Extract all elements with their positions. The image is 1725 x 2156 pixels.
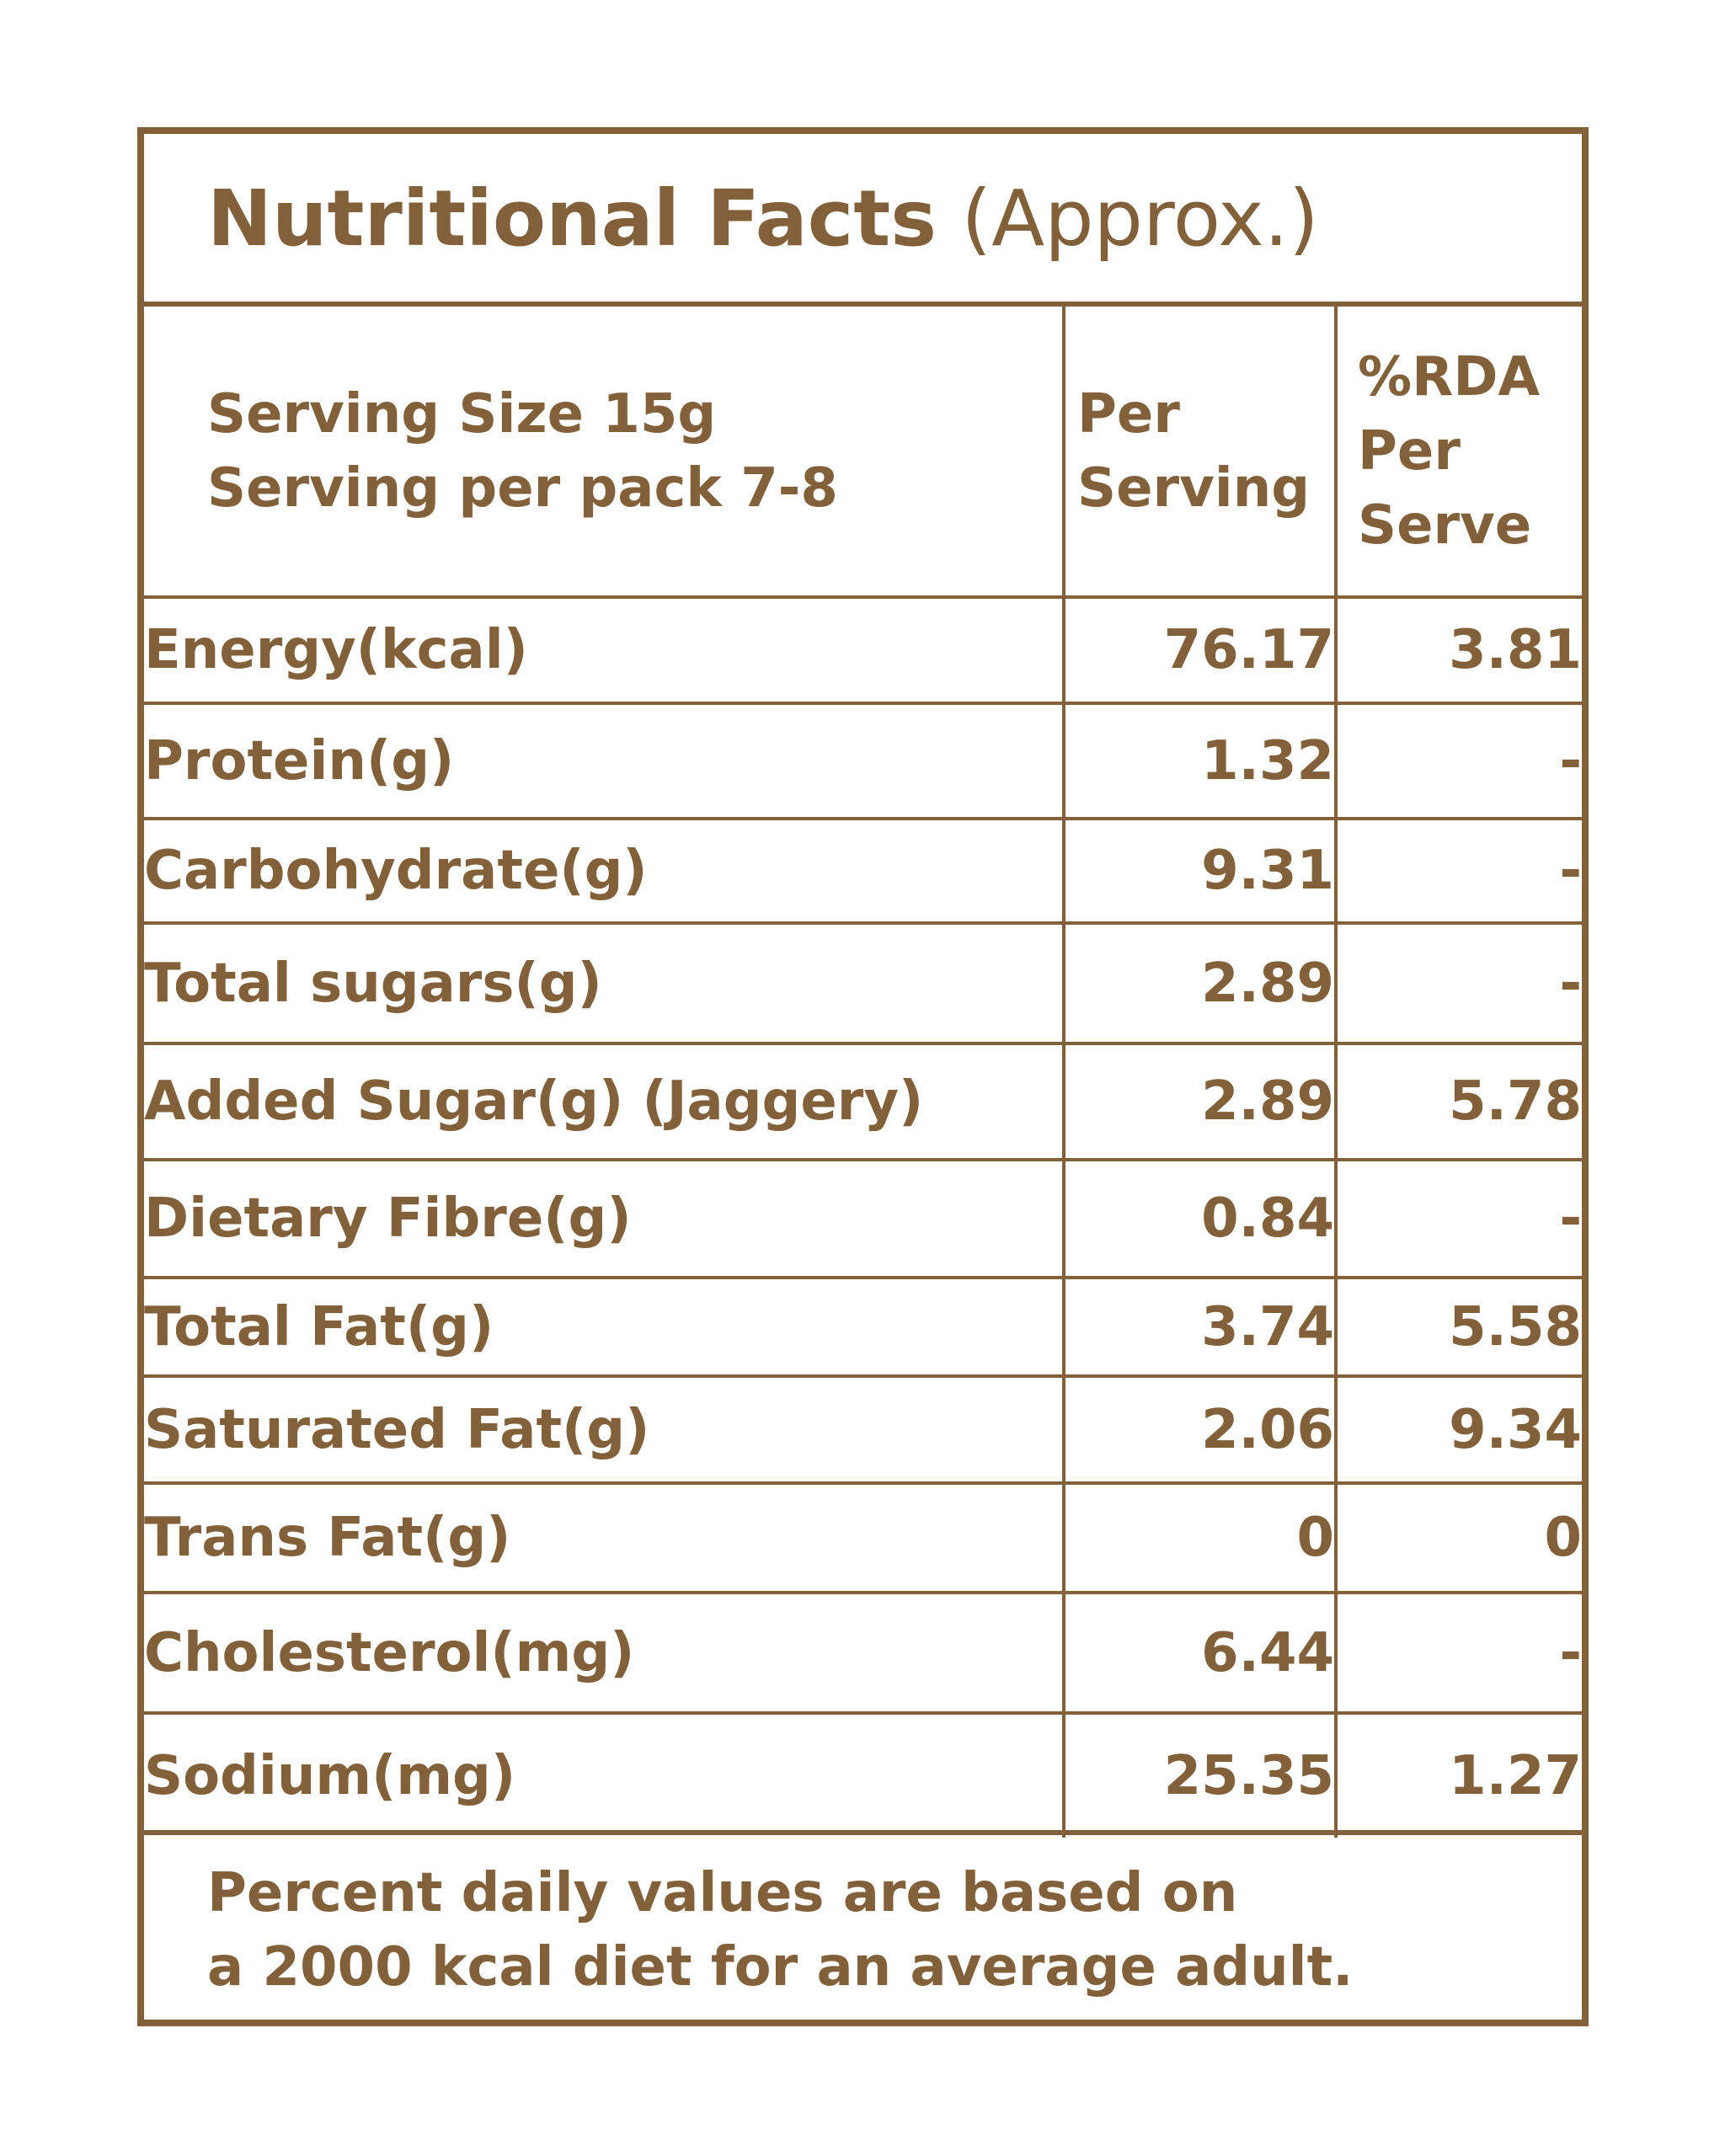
nutrient-name: Dietary Fibre(g) [144,1158,1065,1279]
rda-value: 3.81 [1334,597,1582,705]
rda-value: - [1334,702,1582,820]
nutrient-name: Cholesterol(mg) [144,1591,1065,1715]
per-serving-value: 2.89 [1062,921,1338,1045]
rda-value: - [1334,921,1582,1045]
rda-header: %RDA Per Serve [1334,307,1582,599]
rda-value: 0 [1334,1481,1582,1594]
table-row: Cholesterol(mg) 6.44 - [144,1591,1582,1715]
per-serving-value: 2.89 [1062,1042,1338,1161]
nutrient-name: Added Sugar(g) (Jaggery) [144,1042,1065,1161]
footnote-line1: Percent daily values are based on [207,1862,1238,1924]
table-row: Energy(kcal) 76.17 3.81 [144,597,1582,705]
per-serving-value: 1.32 [1062,702,1338,820]
serving-size: Serving Size 15g [207,382,717,446]
rda-value: 9.34 [1334,1374,1582,1485]
nutrient-name: Trans Fat(g) [144,1481,1065,1594]
title-approx: (Approx.) [961,173,1319,264]
per-serving-value: 3.74 [1062,1276,1338,1378]
rda-header-line1: %RDA [1358,345,1541,408]
per-serving-value: 76.17 [1062,597,1338,705]
page-title: Nutritional Facts (Approx.) [207,173,1319,265]
nutrient-name: Carbohydrate(g) [144,817,1065,925]
table-row: Added Sugar(g) (Jaggery) 2.89 5.78 [144,1042,1582,1161]
nutrient-name: Total sugars(g) [144,921,1065,1045]
per-serving-value: 2.06 [1062,1374,1338,1485]
per-serving-value: 0 [1062,1481,1338,1594]
servings-per-pack: Serving per pack 7-8 [207,456,838,520]
nutrient-name: Sodium(mg) [144,1711,1065,1838]
rda-value: - [1334,1158,1582,1279]
rda-value: 5.58 [1334,1276,1582,1378]
table-row: Trans Fat(g) 0 0 [144,1481,1582,1594]
table-row: Carbohydrate(g) 9.31 - [144,817,1582,925]
footnote-line2: a 2000 kcal diet for an average adult. [207,1936,1354,1999]
footer-note: Percent daily values are based on a 2000… [144,1830,1582,2020]
serving-info-header: Serving Size 15g Serving per pack 7-8 [144,307,1065,599]
title-bar: Nutritional Facts (Approx.) [144,134,1582,307]
table-row: Dietary Fibre(g) 0.84 - [144,1158,1582,1279]
footnote-text: Percent daily values are based on a 2000… [207,1856,1353,2004]
table-row: Sodium(mg) 25.35 1.27 [144,1711,1582,1838]
table-row: Total sugars(g) 2.89 - [144,921,1582,1045]
per-serving-header-line1: Per [1077,382,1180,446]
nutrient-name: Energy(kcal) [144,597,1065,705]
per-serving-value: 25.35 [1062,1711,1338,1838]
nutrient-name: Protein(g) [144,702,1065,820]
nutrient-name: Saturated Fat(g) [144,1374,1065,1485]
nutrient-name: Total Fat(g) [144,1276,1065,1378]
nutrition-facts-panel: Nutritional Facts (Approx.) Serving Size… [137,127,1589,2026]
per-serving-value: 9.31 [1062,817,1338,925]
per-serving-value: 0.84 [1062,1158,1338,1279]
rda-value: 5.78 [1334,1042,1582,1161]
per-serving-value: 6.44 [1062,1591,1338,1715]
header-row: Serving Size 15g Serving per pack 7-8 Pe… [144,307,1582,599]
rda-header-line2: Per [1358,419,1461,483]
nutrition-table: Serving Size 15g Serving per pack 7-8 Pe… [144,307,1582,1838]
table-row: Saturated Fat(g) 2.06 9.34 [144,1374,1582,1485]
title-main: Nutritional Facts [207,173,937,264]
rda-header-line3: Serve [1358,494,1532,557]
rda-value: - [1334,1591,1582,1715]
table-row: Total Fat(g) 3.74 5.58 [144,1276,1582,1378]
rda-value: 1.27 [1334,1711,1582,1838]
table-row: Protein(g) 1.32 - [144,702,1582,820]
per-serving-header-line2: Serving [1077,456,1311,520]
per-serving-header: Per Serving [1062,307,1338,599]
rda-value: - [1334,817,1582,925]
